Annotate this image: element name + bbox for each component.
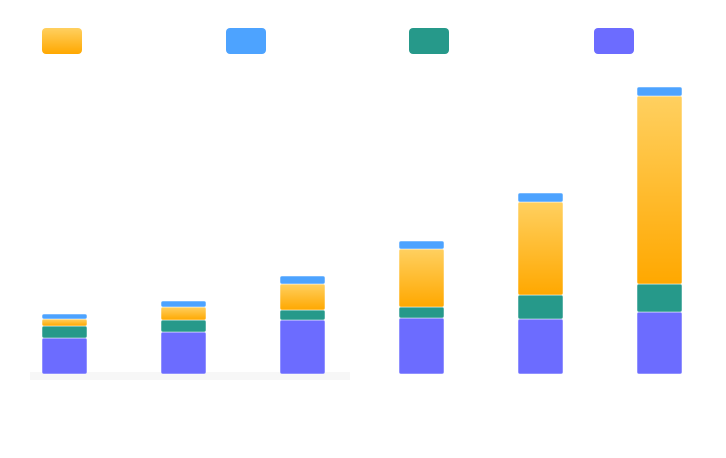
bar-segment[interactable] xyxy=(160,300,207,308)
bar-stack xyxy=(398,240,445,375)
bar-segment[interactable] xyxy=(636,311,683,375)
bar-segment[interactable] xyxy=(398,317,445,375)
bar-stack xyxy=(41,313,88,375)
bar-segment[interactable] xyxy=(398,240,445,250)
baseline-shade xyxy=(30,372,350,380)
bar-segment[interactable] xyxy=(41,337,88,375)
bar-segment[interactable] xyxy=(279,309,326,321)
bar-segment[interactable] xyxy=(41,318,88,327)
bar-stack xyxy=(279,275,326,375)
bar-segment[interactable] xyxy=(517,318,564,375)
legend-swatch[interactable] xyxy=(594,28,634,54)
bar-segment[interactable] xyxy=(160,319,207,333)
plot-area xyxy=(30,86,683,380)
bar-segment[interactable] xyxy=(517,294,564,320)
bar-segment[interactable] xyxy=(398,248,445,308)
bar-segment[interactable] xyxy=(636,86,683,97)
bar-stack xyxy=(517,192,564,375)
bar-segment[interactable] xyxy=(636,95,683,285)
bar-segment[interactable] xyxy=(160,331,207,375)
bar-segment[interactable] xyxy=(636,283,683,313)
bar-segment[interactable] xyxy=(398,306,445,319)
legend-swatch[interactable] xyxy=(226,28,266,54)
bar-segment[interactable] xyxy=(279,283,326,311)
bar-segment[interactable] xyxy=(41,313,88,320)
legend-swatch[interactable] xyxy=(409,28,449,54)
bar-segment[interactable] xyxy=(279,275,326,285)
bar-segment[interactable] xyxy=(160,306,207,321)
bar-segment[interactable] xyxy=(517,201,564,296)
bar-segment[interactable] xyxy=(279,319,326,375)
bar-segment[interactable] xyxy=(41,325,88,339)
legend xyxy=(42,28,634,54)
bar-segment[interactable] xyxy=(517,192,564,203)
bar-stack xyxy=(160,300,207,375)
bar-stack xyxy=(636,86,683,375)
legend-swatch[interactable] xyxy=(42,28,82,54)
